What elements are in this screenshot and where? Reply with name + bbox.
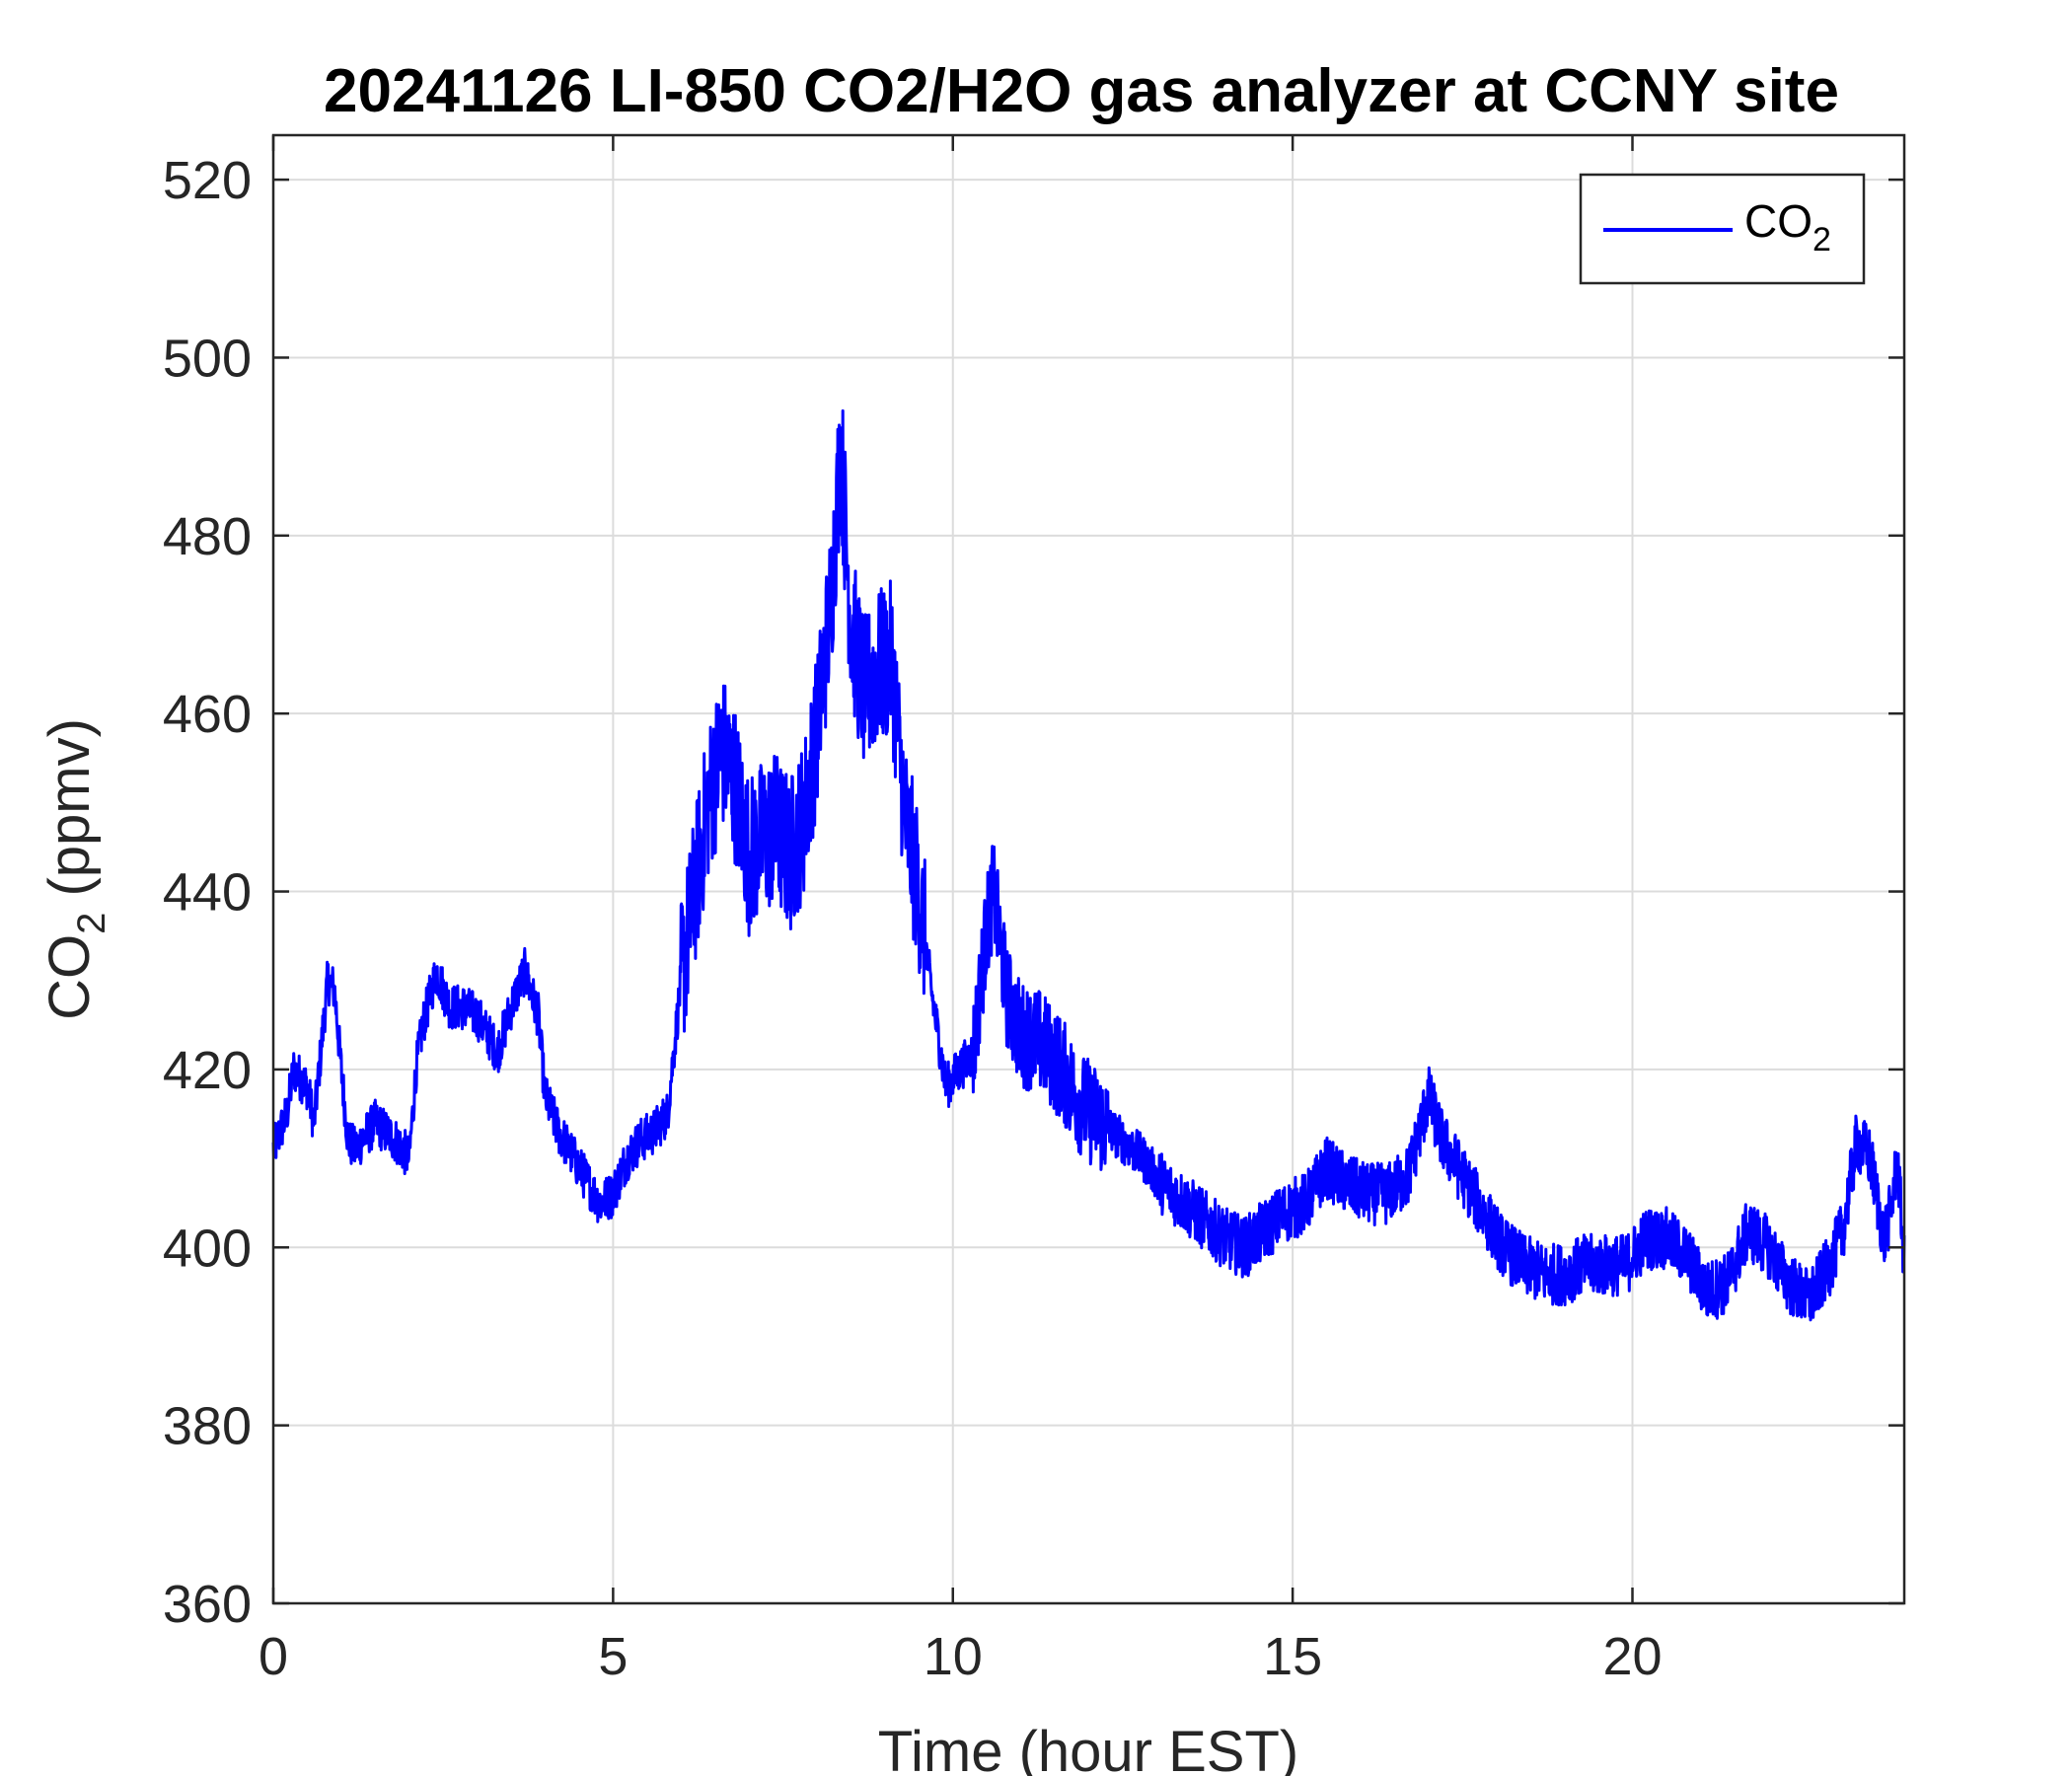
x-tick-label: 20 [1602, 1627, 1662, 1686]
axis-ticks [271, 135, 1904, 1605]
x-axis-label: Time (hour EST) [878, 1720, 1298, 1776]
y-axis-label-main: CO [37, 934, 102, 1020]
chart-title: 20241126 LI-850 CO2/H2O gas analyzer at … [324, 57, 1839, 125]
series-layer [271, 408, 1906, 1322]
y-tick-label: 500 [163, 329, 252, 388]
svg-text:CO2 (ppmv): CO2 (ppmv) [37, 718, 113, 1020]
x-tick-label: 15 [1263, 1627, 1322, 1686]
y-tick-label: 440 [163, 863, 252, 923]
y-axis-label-sub: 2 [70, 913, 113, 934]
x-tick-labels: 0 5 10 15 20 [259, 1627, 1663, 1686]
legend-label-main: CO [1744, 195, 1813, 247]
legend-entry-co2: CO2 [1744, 195, 1831, 259]
y-axis-label-tail: (ppmv) [37, 718, 102, 913]
y-tick-label: 420 [163, 1041, 252, 1100]
y-tick-label: 400 [163, 1219, 252, 1278]
y-tick-label: 380 [163, 1397, 252, 1456]
y-axis-label: CO2 (ppmv) [37, 718, 113, 1020]
x-tick-label: 10 [924, 1627, 983, 1686]
y-tick-label: 460 [163, 685, 252, 744]
axes-box [271, 133, 1906, 1605]
y-tick-labels: 360 380 400 420 440 460 480 500 520 [163, 151, 252, 1634]
gridlines [273, 135, 1904, 1603]
x-tick-label: 0 [259, 1627, 288, 1686]
series-line-co2 [271, 408, 1906, 1322]
legend: CO2 [1579, 173, 1866, 285]
y-tick-label: 360 [163, 1575, 252, 1634]
y-tick-label: 520 [163, 151, 252, 210]
y-tick-label: 480 [163, 507, 252, 566]
x-tick-label: 5 [598, 1627, 628, 1686]
legend-label-sub: 2 [1813, 221, 1831, 259]
